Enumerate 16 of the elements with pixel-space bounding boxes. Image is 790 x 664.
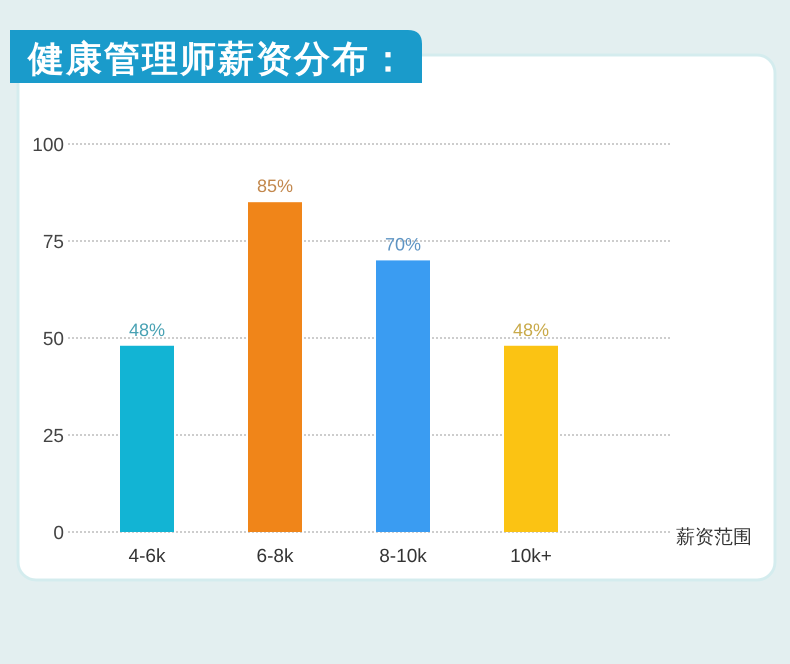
x-axis-title: 薪资范围 bbox=[676, 527, 752, 548]
y-tick-label: 50 bbox=[42, 329, 64, 350]
x-tick-label: 4-6k bbox=[128, 546, 166, 567]
data-label: 85% bbox=[256, 176, 294, 196]
x-tick-label: 10k+ bbox=[510, 546, 552, 567]
y-tick-label: 75 bbox=[42, 232, 64, 253]
y-tick-label: 25 bbox=[42, 426, 64, 447]
data-label: 48% bbox=[512, 320, 550, 340]
y-tick-label: 100 bbox=[32, 135, 64, 156]
data-label: 48% bbox=[128, 320, 166, 340]
y-tick-label: 0 bbox=[53, 523, 64, 544]
x-tick-label: 8-10k bbox=[379, 546, 428, 567]
data-label: 70% bbox=[384, 234, 422, 254]
x-tick-label: 6-8k bbox=[256, 546, 294, 567]
chart-title: 健康管理师薪资分布： bbox=[27, 38, 408, 79]
title: 健康管理师薪资分布： bbox=[10, 30, 422, 83]
